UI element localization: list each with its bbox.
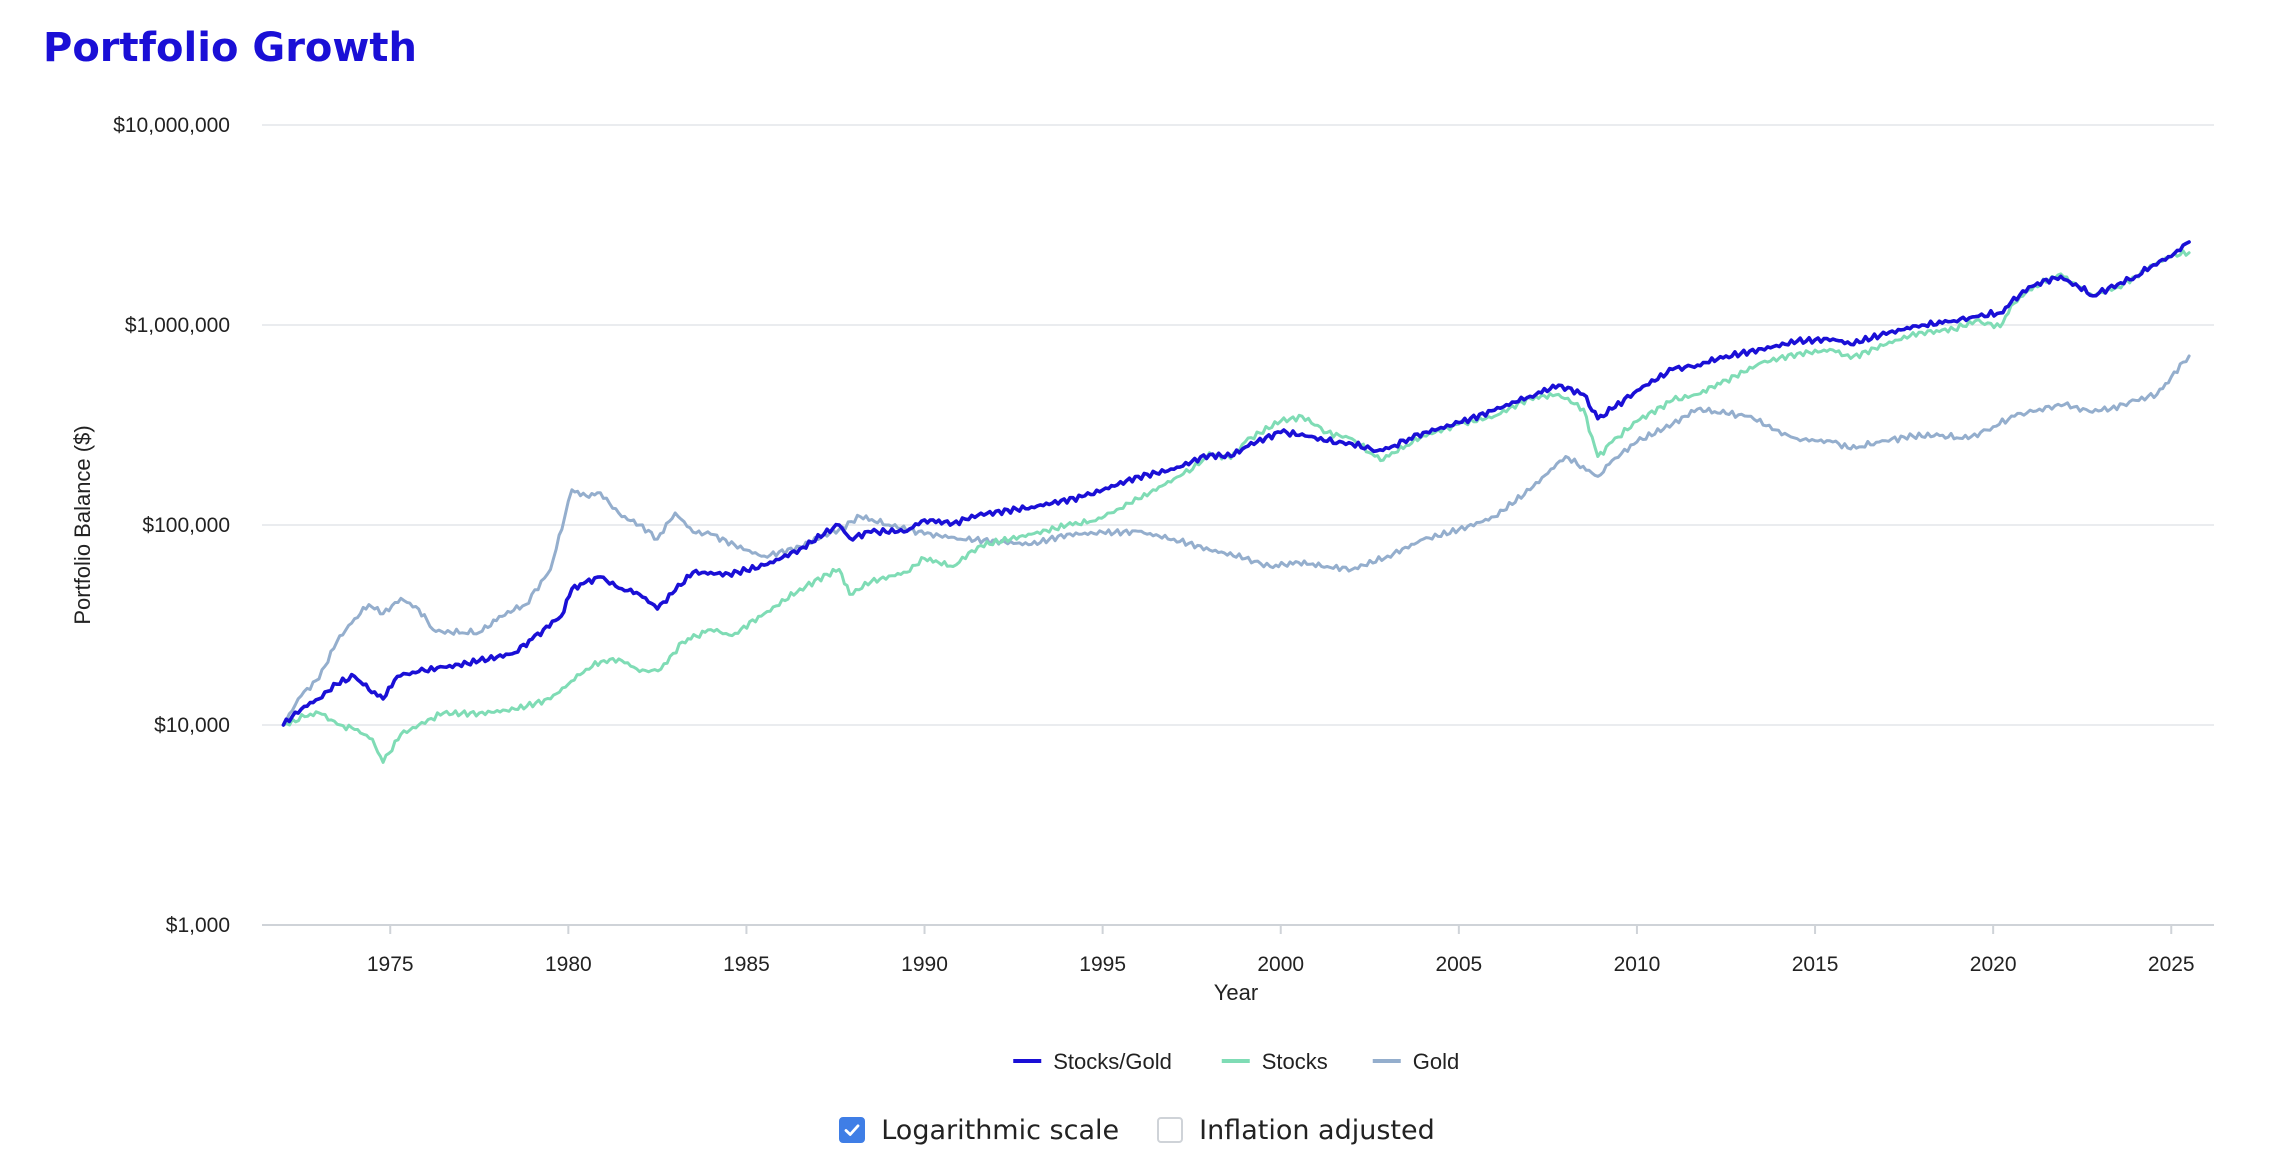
legend-label: Stocks/Gold — [1053, 1049, 1172, 1074]
page-title: Portfolio Growth — [43, 25, 417, 71]
log-scale-toggle[interactable]: Logarithmic scale — [839, 1115, 1119, 1146]
legend: Stocks/Gold Stocks Gold — [1013, 1049, 1459, 1074]
legend-item-stocks-gold[interactable]: Stocks/Gold — [1013, 1049, 1172, 1074]
inflation-adjusted-checkbox[interactable] — [1157, 1117, 1184, 1143]
x-axis-ticks: 1975 1980 1985 1990 1995 2000 2005 2010 2015 2020… — [367, 925, 2195, 976]
x-tick-label: 1980 — [545, 953, 592, 976]
x-axis-label: Year — [1214, 980, 1258, 1005]
x-tick-label: 1990 — [901, 953, 948, 976]
x-tick-label: 2025 — [2148, 953, 2195, 976]
y-axis-label: Portfolio Balance ($) — [70, 425, 95, 624]
x-tick-label: 1995 — [1079, 953, 1126, 976]
y-tick-label: $10,000 — [154, 714, 230, 737]
checkmark-icon — [844, 1124, 860, 1136]
series-line-stocks — [281, 249, 2191, 764]
y-tick-label: $10,000,000 — [113, 114, 230, 137]
series-line-stocks-gold — [281, 240, 2191, 727]
gridlines — [262, 124, 2214, 726]
x-tick-label: 2015 — [1792, 953, 1839, 976]
y-tick-label: $100,000 — [142, 514, 230, 537]
y-tick-label: $1,000,000 — [125, 314, 230, 337]
series-line-gold — [281, 354, 2191, 727]
inflation-adjusted-toggle[interactable]: Inflation adjusted — [1157, 1115, 1435, 1146]
log-scale-checkbox[interactable] — [839, 1117, 866, 1143]
legend-label: Gold — [1413, 1049, 1459, 1074]
chart-options: Logarithmic scale Inflation adjusted — [0, 1108, 2274, 1152]
x-tick-label: 2010 — [1614, 953, 1661, 976]
x-tick-label: 2005 — [1435, 953, 1482, 976]
portfolio-growth-chart: $10,000,000 $1,000,000 $100,000 $10,000 $1,0… — [70, 114, 2214, 1074]
series-lines — [281, 240, 2191, 764]
legend-label: Stocks — [1262, 1049, 1328, 1074]
y-axis-ticks: $10,000,000 $1,000,000 $100,000 $10,000 $1,0… — [113, 114, 230, 937]
y-tick-label: $1,000 — [166, 914, 230, 937]
legend-item-gold[interactable]: Gold — [1372, 1049, 1459, 1074]
x-tick-label: 1985 — [723, 953, 770, 976]
x-tick-label: 2020 — [1970, 953, 2017, 976]
inflation-adjusted-label: Inflation adjusted — [1199, 1114, 1435, 1146]
x-tick-label: 2000 — [1257, 953, 1304, 976]
x-tick-label: 1975 — [367, 953, 414, 976]
legend-item-stocks[interactable]: Stocks — [1221, 1049, 1328, 1074]
log-scale-label: Logarithmic scale — [881, 1114, 1120, 1146]
